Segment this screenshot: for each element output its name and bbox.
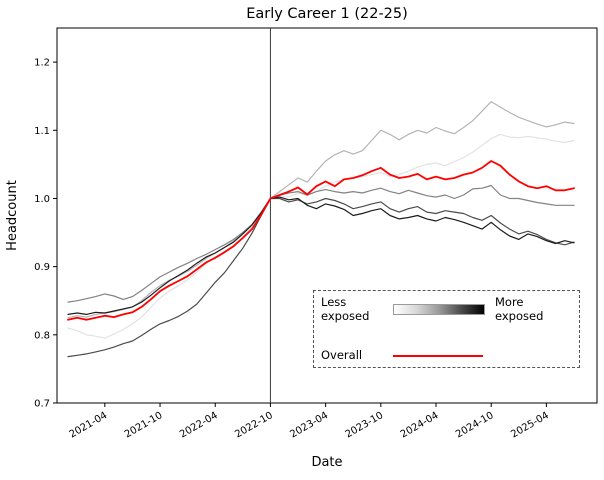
legend-gradient-swatch-wrap xyxy=(393,304,485,316)
x-tick-label: 2023-04 xyxy=(288,410,330,440)
overall-line-swatch-icon xyxy=(393,355,483,358)
x-tick-label: 2024-04 xyxy=(399,410,441,440)
x-tick-label: 2024-10 xyxy=(454,410,496,440)
y-tick-label: 1.2 xyxy=(34,58,50,69)
legend-gradient-row: Less exposed More exposed xyxy=(321,295,572,323)
exposure-gradient-bar-icon xyxy=(393,304,485,316)
y-tick-label: 0.8 xyxy=(34,330,50,341)
series-line-quintile-2 xyxy=(67,100,575,319)
x-tick-label: 2025-04 xyxy=(509,410,551,440)
chart-title: Early Career 1 (22-25) xyxy=(246,6,408,22)
x-axis-label: Date xyxy=(311,455,342,470)
legend-more-exposed-label: More exposed xyxy=(495,295,544,323)
y-tick-label: 0.9 xyxy=(34,262,50,273)
legend-overall-swatch-wrap xyxy=(393,355,485,358)
series-line-overall xyxy=(67,160,575,321)
legend-less-exposed-label: Less exposed xyxy=(321,295,370,323)
x-tick-label: 2023-10 xyxy=(344,410,386,440)
legend: Less exposed More exposed Overall xyxy=(313,290,580,368)
y-axis-label: Headcount xyxy=(5,180,20,251)
x-tick-label: 2022-04 xyxy=(178,410,220,440)
y-tick-label: 1.0 xyxy=(34,194,50,205)
x-tick-label: 2021-04 xyxy=(68,410,110,440)
legend-overall-label: Overall xyxy=(321,348,363,363)
x-tick-label: 2021-10 xyxy=(123,410,165,440)
series-line-quintile-5-most-exposed- xyxy=(67,196,575,315)
y-tick-label: 1.1 xyxy=(34,126,50,137)
y-tick-label: 0.7 xyxy=(34,399,50,410)
series-line-quintile-4 xyxy=(67,197,575,358)
x-tick-label: 2022-10 xyxy=(233,410,275,440)
series-line-quintile-3 xyxy=(67,184,575,303)
series-line-quintile-1-least-exposed- xyxy=(67,133,575,339)
legend-overall-row: Overall xyxy=(321,349,572,363)
